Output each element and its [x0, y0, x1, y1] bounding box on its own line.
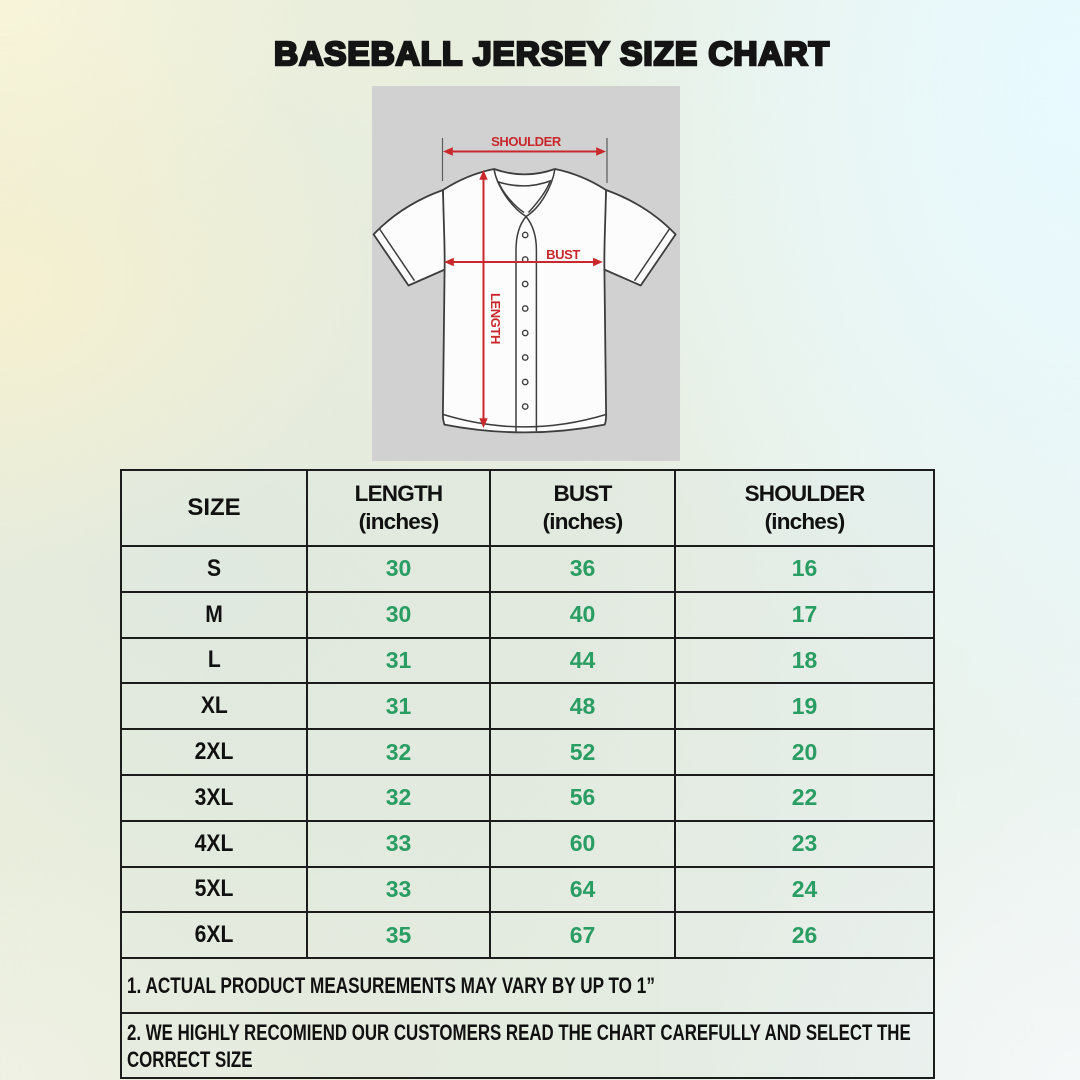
svg-text:LENGTH: LENGTH	[488, 293, 503, 344]
svg-text:BUST: BUST	[546, 247, 580, 262]
svg-text:SHOULDER: SHOULDER	[491, 134, 562, 149]
